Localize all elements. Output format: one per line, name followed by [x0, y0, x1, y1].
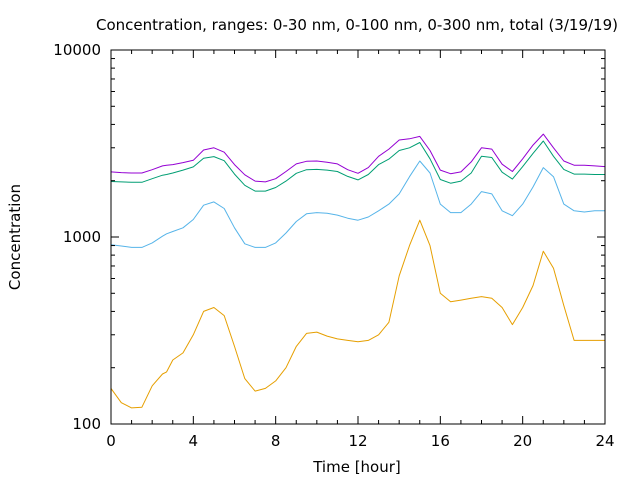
y-axis-label: Concentration [6, 184, 24, 290]
y-tick-label: 100 [72, 415, 101, 433]
plot-frame [110, 49, 606, 425]
plot-area [110, 133, 606, 409]
x-tick-label: 4 [189, 432, 199, 450]
x-tick-label: 12 [348, 432, 367, 450]
axes: 0 4 8 12 16 20 24 100 1000 10000 [53, 41, 614, 450]
x-axis-label: Time [hour] [312, 458, 401, 476]
x-tick-label: 20 [513, 432, 532, 450]
series-line-4 [110, 133, 606, 183]
series-line-3 [110, 140, 605, 192]
series-line-2 [110, 160, 605, 248]
y-tick-label: 10000 [53, 41, 101, 59]
series-line-1 [110, 219, 605, 409]
y-tick-label: 1000 [63, 228, 101, 246]
chart-title: Concentration, ranges: 0-30 nm, 0-100 nm… [96, 16, 618, 34]
x-tick-label: 0 [106, 432, 116, 450]
x-tick-label: 16 [431, 432, 450, 450]
x-tick-label: 8 [271, 432, 281, 450]
x-tick-label: 24 [595, 432, 614, 450]
